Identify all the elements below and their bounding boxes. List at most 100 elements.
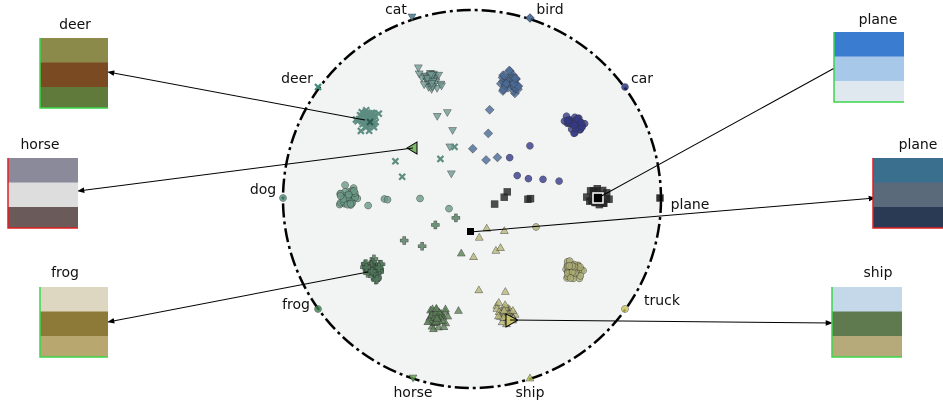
point xyxy=(364,201,372,210)
anchor-marker xyxy=(525,13,535,23)
point xyxy=(505,153,514,162)
point xyxy=(441,304,450,313)
point xyxy=(437,82,446,91)
point xyxy=(577,118,585,127)
point xyxy=(431,220,440,230)
anchor-marker xyxy=(407,13,417,22)
anchor-label: dog xyxy=(250,182,276,198)
thumbnail-label: ship xyxy=(864,265,893,281)
arrow xyxy=(509,319,833,326)
point xyxy=(416,194,424,203)
thumbnail-image xyxy=(834,32,904,57)
point xyxy=(513,171,521,180)
arrows xyxy=(77,64,876,326)
point xyxy=(454,306,463,314)
thumbnail-border xyxy=(831,286,903,358)
point xyxy=(417,242,427,251)
point xyxy=(362,263,371,272)
point xyxy=(467,143,478,154)
point xyxy=(504,65,515,76)
anchor-label: car xyxy=(631,71,653,87)
point xyxy=(414,64,423,73)
point xyxy=(391,157,400,165)
thumbnail-label: deer xyxy=(59,17,91,33)
anchor-label: cat xyxy=(385,2,407,18)
anchor-label: plane xyxy=(671,197,710,213)
point xyxy=(372,275,382,284)
point xyxy=(583,193,591,201)
point xyxy=(494,298,504,306)
anchor-marker xyxy=(408,374,418,383)
point xyxy=(423,317,433,325)
point xyxy=(494,311,503,320)
point xyxy=(524,195,532,203)
point xyxy=(563,116,572,125)
arrow xyxy=(107,271,369,324)
anchor-label: horse xyxy=(393,385,432,401)
point xyxy=(350,187,358,195)
point xyxy=(341,181,349,189)
thumbnail-image xyxy=(8,207,78,228)
point xyxy=(524,174,533,183)
thumbnail-image xyxy=(832,336,902,357)
point xyxy=(469,252,478,260)
thumbnail-image xyxy=(8,182,78,207)
thumbnail-border xyxy=(39,37,109,109)
point xyxy=(566,274,575,282)
point xyxy=(499,305,509,314)
thumbnail-label: plane xyxy=(859,12,898,28)
point xyxy=(526,142,534,150)
point xyxy=(375,109,383,118)
point xyxy=(432,113,442,121)
thumbnail-image xyxy=(873,158,943,183)
point xyxy=(383,195,392,204)
arrow xyxy=(77,147,414,193)
point xyxy=(499,70,510,81)
point xyxy=(565,262,574,270)
anchor-label: truck xyxy=(644,293,681,309)
point xyxy=(510,73,521,84)
point xyxy=(431,303,441,312)
point xyxy=(419,81,429,90)
anchor-marker xyxy=(656,194,664,202)
point xyxy=(426,71,436,80)
thumbnail-image xyxy=(834,81,904,102)
thumbnail-image xyxy=(832,287,902,312)
point xyxy=(398,172,406,181)
thumbnail-image xyxy=(834,56,904,81)
point xyxy=(436,155,445,163)
thumbnail-border xyxy=(39,286,109,358)
thumbnail-image xyxy=(8,158,78,183)
thumbnails: deer horse frog plane plane ship xyxy=(7,12,943,358)
point xyxy=(499,226,509,234)
point xyxy=(539,175,547,184)
point xyxy=(456,248,466,257)
point xyxy=(490,200,499,208)
arrow xyxy=(597,64,841,199)
thumbnail-image xyxy=(40,62,108,87)
thumbnail-image xyxy=(40,287,108,312)
point xyxy=(451,213,461,223)
point xyxy=(482,223,492,232)
point xyxy=(605,195,613,203)
point xyxy=(555,177,563,185)
anchor-label: ship xyxy=(516,385,545,401)
anchor-marker xyxy=(314,305,322,313)
point xyxy=(474,285,484,294)
point xyxy=(344,190,353,199)
thumbnail-border xyxy=(833,31,905,103)
point xyxy=(498,84,509,95)
arrow xyxy=(469,195,876,233)
point xyxy=(446,170,456,179)
thumbnail-image xyxy=(40,311,108,336)
point xyxy=(496,243,505,251)
point xyxy=(483,128,494,139)
anchor-label: bird xyxy=(536,2,563,18)
point xyxy=(501,287,510,295)
point xyxy=(492,152,503,163)
anchor-marker xyxy=(525,373,535,382)
point xyxy=(399,236,409,245)
thumbnail-image xyxy=(873,207,943,228)
point xyxy=(445,143,455,152)
point xyxy=(443,109,452,117)
